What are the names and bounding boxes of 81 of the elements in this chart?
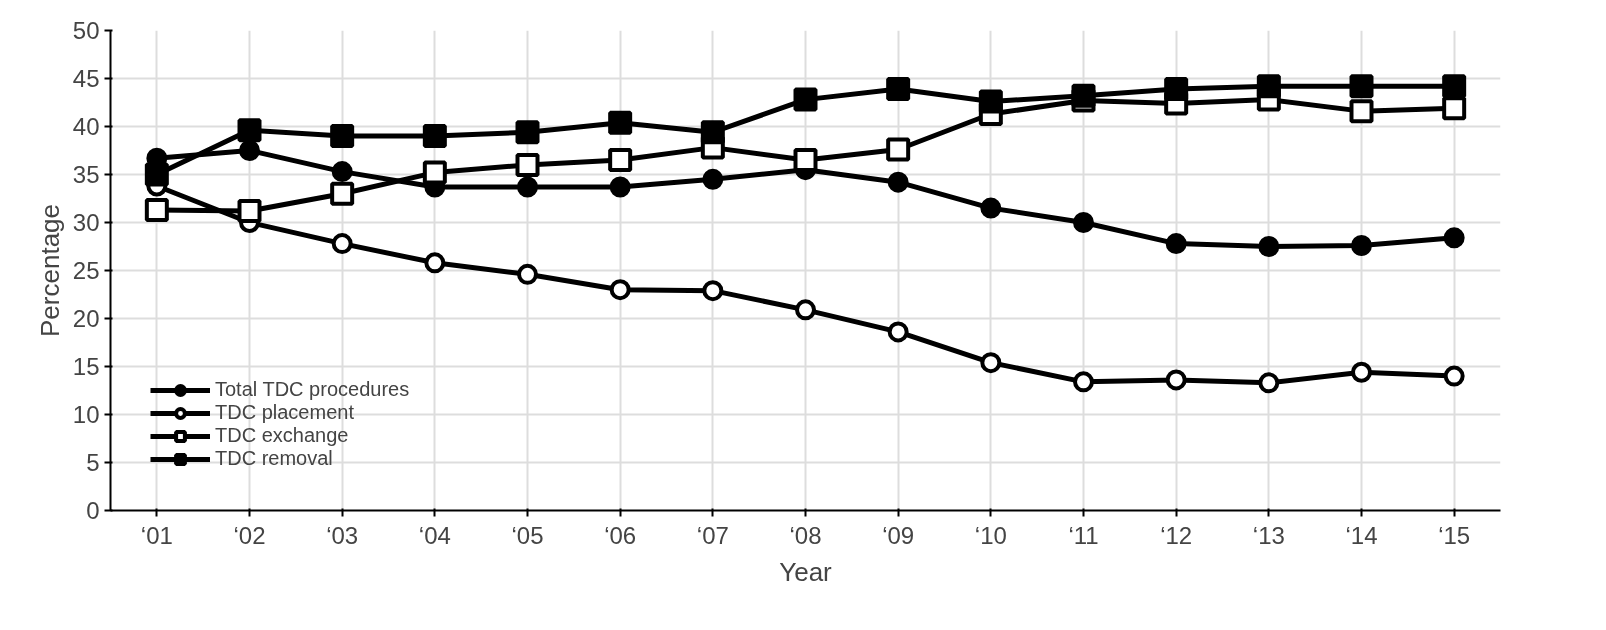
x-tick-label: ‘09	[882, 521, 915, 549]
y-tick-label: 20	[72, 305, 100, 332]
y-tick-label: 30	[72, 209, 100, 236]
point	[424, 252, 446, 274]
point	[795, 299, 816, 321]
y-tick-label: 35	[72, 161, 100, 188]
point	[886, 137, 911, 162]
y-axis-title: Percentage	[34, 204, 65, 337]
point	[609, 176, 631, 198]
point	[609, 279, 631, 301]
point	[1165, 369, 1187, 391]
point	[1349, 99, 1374, 124]
y-tick-label: 25	[72, 257, 100, 284]
x-tick-label: ‘11	[1068, 521, 1099, 549]
point	[702, 280, 724, 302]
x-axis-title: Year	[779, 556, 833, 587]
point	[608, 148, 633, 173]
x-tick-label: ‘05	[511, 521, 544, 549]
point	[330, 124, 355, 149]
y-tick-label: 50	[72, 17, 100, 44]
x-tick-label: ‘02	[233, 521, 266, 549]
point	[1443, 227, 1465, 249]
point	[887, 321, 909, 343]
point	[1165, 233, 1187, 255]
point	[1351, 361, 1372, 383]
point	[887, 171, 909, 193]
point	[608, 110, 633, 135]
point	[331, 161, 353, 183]
point	[237, 118, 262, 143]
x-tick-label: ‘06	[604, 521, 637, 549]
x-tick-label: ‘03	[326, 521, 359, 549]
x-tick-label: ‘12	[1160, 521, 1193, 549]
x-tick-label: ‘07	[696, 521, 729, 549]
point	[1351, 235, 1372, 257]
point	[702, 168, 724, 190]
point	[1073, 212, 1094, 233]
point	[980, 197, 1002, 219]
point	[980, 352, 1002, 374]
y-tick-label: 45	[72, 65, 100, 92]
y-tick-label: 5	[86, 449, 100, 476]
y-tick-label: 10	[72, 401, 100, 428]
point	[422, 160, 447, 185]
point	[237, 198, 262, 223]
point	[978, 89, 1003, 114]
point	[1442, 96, 1467, 121]
x-tick-label: ‘04	[418, 521, 451, 549]
point	[1258, 372, 1280, 394]
point	[517, 176, 538, 198]
point	[700, 120, 725, 145]
y-tick-label: 40	[72, 113, 100, 140]
point	[144, 198, 169, 223]
legend-label: TDC placement	[215, 401, 354, 424]
point	[1349, 74, 1374, 99]
legend-label: TDC removal	[215, 447, 333, 470]
point	[1164, 77, 1189, 102]
x-tick-label: ‘14	[1345, 521, 1378, 549]
point	[1073, 371, 1094, 393]
point	[144, 162, 169, 187]
point	[1071, 83, 1096, 108]
x-tick-label: ‘08	[789, 521, 822, 549]
y-tick-label: 0	[86, 497, 100, 524]
point	[330, 181, 355, 206]
point	[515, 152, 540, 177]
x-tick-label: ‘10	[974, 521, 1007, 549]
point	[331, 233, 353, 255]
legend-label: TDC exchange	[215, 424, 349, 447]
point	[886, 77, 911, 102]
point	[515, 120, 540, 145]
point	[239, 140, 260, 161]
legend-label: Total TDC procedures	[215, 378, 410, 401]
point	[793, 87, 818, 112]
y-tick-label: 15	[72, 353, 100, 380]
x-tick-label: ‘13	[1252, 521, 1285, 549]
point	[1256, 74, 1281, 99]
point	[422, 124, 447, 149]
point	[1442, 74, 1467, 99]
x-tick-label: ‘01	[140, 521, 173, 549]
point	[1258, 236, 1280, 257]
point	[1443, 365, 1465, 387]
point	[517, 263, 538, 285]
x-tick-label: ‘15	[1438, 521, 1471, 549]
